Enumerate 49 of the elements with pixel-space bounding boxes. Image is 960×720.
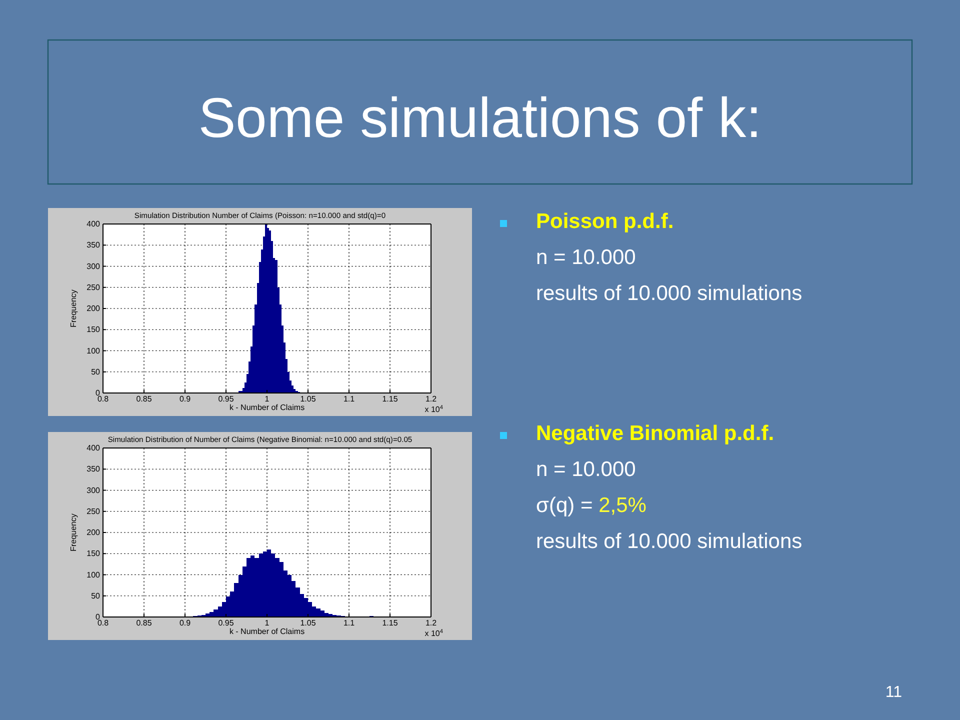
- text: 11: [885, 684, 902, 701]
- x-tick-label: 1: [264, 394, 270, 404]
- x-tick-label: 1.15: [382, 394, 398, 404]
- y-tick-label: 300: [86, 486, 101, 495]
- y-tick-label: 400: [86, 444, 101, 453]
- x-tick-label: 1.1: [343, 618, 356, 628]
- y-tick-label: 300: [86, 262, 101, 271]
- text: results of 10.000 simulations: [536, 530, 802, 553]
- text: Negative Binomial p.d.f.: [536, 422, 774, 445]
- y-tick-label: 350: [86, 464, 101, 474]
- x-tick-label: 0.95: [218, 394, 234, 404]
- x-tick-label: 1.15: [382, 618, 398, 628]
- x-tick-label: 0.8: [97, 618, 110, 628]
- y-tick-label: 250: [86, 282, 101, 292]
- y-tick-label: 400: [86, 220, 101, 229]
- x-tick-label: 0.85: [136, 618, 152, 628]
- x-tick-label: 1: [264, 618, 270, 628]
- x-axis-title: k - Number of Claims: [229, 403, 305, 412]
- text: σ(q) = 2,5%: [536, 494, 646, 517]
- text: x 10$^{4}$: [424, 629, 443, 638]
- y-tick-label: 350: [86, 240, 101, 250]
- text: Poisson p.d.f.: [536, 210, 674, 233]
- x-tick-label: 1.05: [300, 618, 316, 628]
- x-tick-label: 1.2: [425, 618, 438, 628]
- x-tick-label: 1.1: [343, 394, 356, 404]
- text: n = 10.000: [536, 458, 636, 481]
- y-tick-label: 100: [86, 570, 101, 580]
- y-tick-label: 100: [86, 346, 101, 356]
- text: Some simulations of k:: [198, 86, 762, 149]
- y-tick-label: 50: [91, 591, 101, 600]
- x-tick-label: 0.8: [97, 394, 110, 404]
- y-tick-label: 250: [86, 506, 101, 516]
- x-tick-label: 1.2: [425, 394, 438, 404]
- x-tick-label: 0.9: [179, 618, 192, 628]
- x-tick-label: 0.9: [179, 394, 192, 404]
- y-tick-label: 150: [86, 325, 101, 334]
- y-tick-label: 200: [86, 304, 101, 314]
- x-tick-label: 0.85: [136, 394, 152, 404]
- y-axis-title: Frequency: [69, 290, 78, 328]
- y-axis-title: Frequency: [69, 514, 78, 552]
- text: results of 10.000 simulations: [536, 282, 802, 305]
- x-tick-label: 0.95: [218, 618, 234, 628]
- y-tick-label: 150: [86, 549, 101, 558]
- x-axis-title: k - Number of Claims: [229, 627, 305, 636]
- y-tick-label: 50: [91, 367, 101, 376]
- x-tick-label: 1.05: [300, 394, 316, 404]
- text: x 10$^{4}$: [424, 405, 443, 414]
- text: n = 10.000: [536, 246, 636, 269]
- y-tick-label: 200: [86, 528, 101, 538]
